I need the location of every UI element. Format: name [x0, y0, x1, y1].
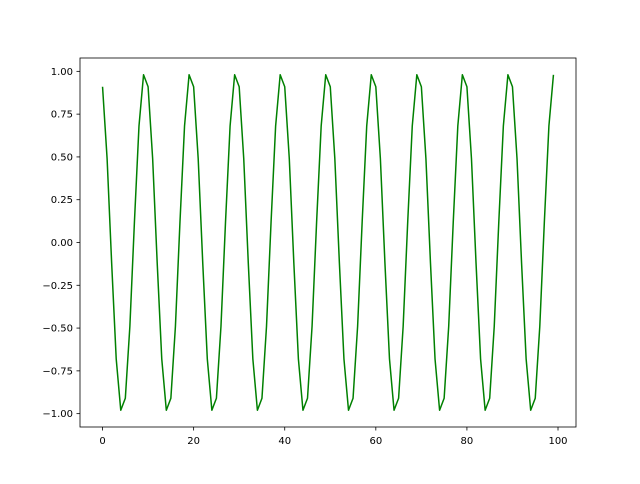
- x-tick-label: 20: [187, 436, 200, 447]
- x-tick-label: 60: [369, 436, 382, 447]
- x-tick-label: 0: [99, 436, 105, 447]
- y-tick-label: 0.25: [51, 195, 73, 206]
- y-tick-label: −1.00: [42, 409, 73, 420]
- y-tick-label: −0.25: [42, 281, 73, 292]
- x-tick-label: 80: [461, 436, 474, 447]
- axis-ticks: 0 20 40 60 80 100 −1.00 −0.75 −0.50 −0.25 0.00 0.25…: [42, 67, 567, 447]
- y-tick-label: 0.50: [51, 152, 73, 163]
- plot-area: [101, 74, 555, 411]
- y-tick-label: 1.00: [51, 67, 73, 78]
- axes-frame: [79, 57, 577, 428]
- series-line: [101, 74, 555, 411]
- y-tick-label: −0.75: [42, 366, 73, 377]
- x-tick-label: 100: [548, 436, 567, 447]
- x-tick-label: 40: [278, 436, 291, 447]
- y-tick-label: 0.75: [51, 110, 73, 121]
- y-tick-label: 0.00: [51, 238, 73, 249]
- y-tick-label: −0.50: [42, 324, 73, 335]
